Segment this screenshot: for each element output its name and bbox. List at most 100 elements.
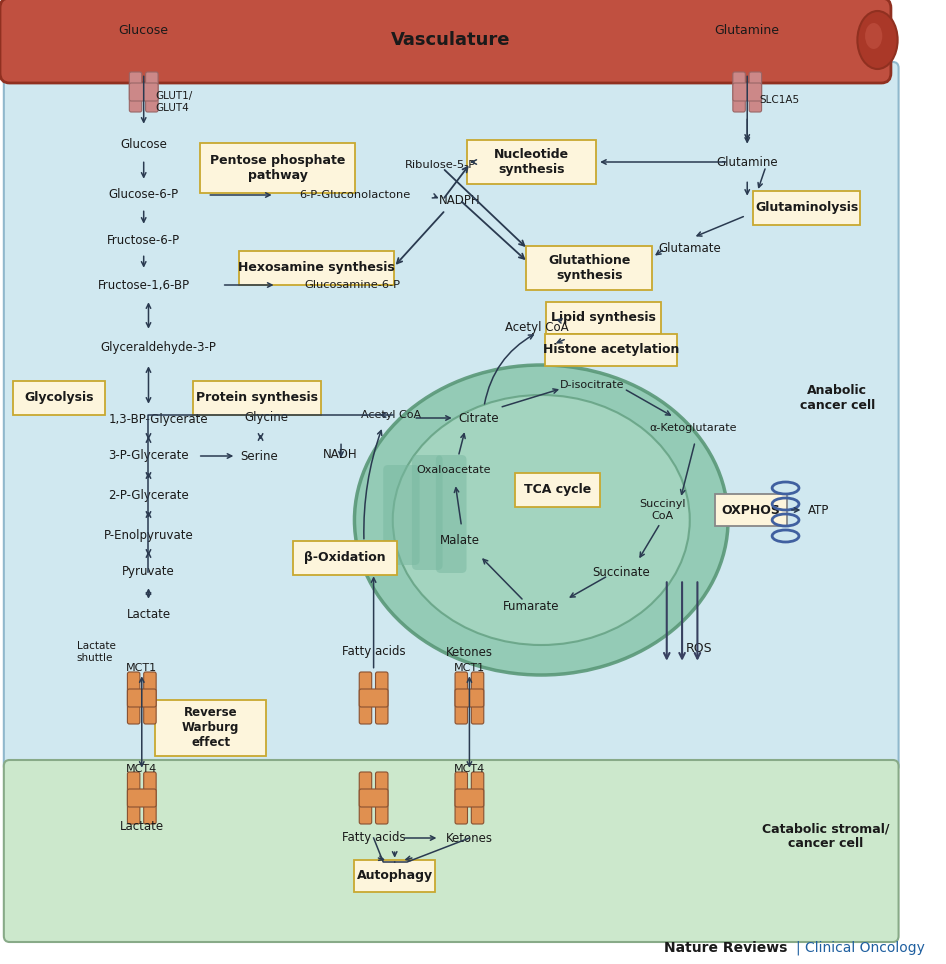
FancyBboxPatch shape [0,0,891,83]
Text: Nucleotide
synthesis: Nucleotide synthesis [494,148,569,176]
FancyBboxPatch shape [128,672,140,724]
Text: Glucose: Glucose [118,23,168,37]
Text: Glycolysis: Glycolysis [25,391,95,405]
Text: Fructose-1,6-BP: Fructose-1,6-BP [97,279,190,291]
Text: NADPH: NADPH [439,194,481,206]
FancyBboxPatch shape [471,672,483,724]
Text: Glutaminolysis: Glutaminolysis [755,201,858,215]
Text: D-isocitrate: D-isocitrate [560,380,624,390]
Text: SLC1A5: SLC1A5 [760,95,799,105]
FancyBboxPatch shape [412,455,443,570]
Text: Lipid synthesis: Lipid synthesis [552,311,656,325]
Text: ROS: ROS [686,641,712,655]
Text: α-Ketoglutarate: α-Ketoglutarate [650,423,737,433]
FancyBboxPatch shape [467,140,596,184]
FancyBboxPatch shape [155,700,267,756]
Text: Hexosamine synthesis: Hexosamine synthesis [237,261,394,275]
FancyBboxPatch shape [376,672,388,724]
Text: Ketones: Ketones [446,832,493,844]
Text: β-Oxidation: β-Oxidation [304,551,386,565]
FancyBboxPatch shape [753,191,860,225]
Text: Glucosamine-6-P: Glucosamine-6-P [305,280,400,290]
FancyBboxPatch shape [355,860,435,892]
Text: TCA cycle: TCA cycle [524,484,591,496]
FancyBboxPatch shape [546,302,661,334]
Text: Autophagy: Autophagy [357,870,432,882]
Text: Vasculature: Vasculature [391,31,510,49]
FancyBboxPatch shape [146,72,158,112]
Text: Succinyl
CoA: Succinyl CoA [639,499,686,521]
Text: Pentose phosphate
pathway: Pentose phosphate pathway [210,154,345,182]
Text: MCT4: MCT4 [454,764,485,774]
Text: Glucose: Glucose [120,139,167,151]
Text: Lactate: Lactate [127,608,170,622]
FancyBboxPatch shape [545,334,677,366]
Text: ATP: ATP [808,503,829,517]
Text: Ketones: Ketones [446,646,493,658]
Text: Ribulose-5-P: Ribulose-5-P [405,160,476,170]
FancyBboxPatch shape [130,72,142,112]
Text: Reverse
Warburg
effect: Reverse Warburg effect [182,707,239,749]
Text: MCT1: MCT1 [454,663,485,673]
Ellipse shape [865,23,883,49]
FancyBboxPatch shape [733,83,762,101]
Text: Lactate
shuttle: Lactate shuttle [77,641,115,663]
Text: Malate: Malate [440,533,480,547]
FancyBboxPatch shape [383,465,420,565]
Text: MCT4: MCT4 [126,764,157,774]
Text: Pyruvate: Pyruvate [122,566,175,578]
Text: Succinate: Succinate [592,566,650,578]
FancyBboxPatch shape [359,789,388,807]
Text: Glycine: Glycine [244,412,289,424]
Text: Protein synthesis: Protein synthesis [196,391,318,405]
FancyBboxPatch shape [128,689,156,707]
FancyBboxPatch shape [455,689,483,707]
Text: Fatty acids: Fatty acids [342,832,406,844]
Text: Glutamine: Glutamine [715,23,780,37]
FancyBboxPatch shape [130,83,158,101]
FancyBboxPatch shape [293,541,396,575]
Text: Anabolic
cancer cell: Anabolic cancer cell [799,384,875,412]
FancyBboxPatch shape [13,381,105,415]
FancyBboxPatch shape [4,760,899,942]
FancyBboxPatch shape [455,672,467,724]
Text: OXPHOS: OXPHOS [722,503,780,517]
FancyBboxPatch shape [376,772,388,824]
Text: 3-P-Glycerate: 3-P-Glycerate [108,449,189,463]
Text: GLUT1/: GLUT1/ [155,91,192,101]
Text: Histone acetylation: Histone acetylation [543,343,679,357]
FancyBboxPatch shape [128,789,156,807]
Text: MCT1: MCT1 [126,663,157,673]
Text: Lactate: Lactate [120,819,164,833]
Text: Acetyl CoA: Acetyl CoA [360,410,421,420]
FancyBboxPatch shape [4,62,899,772]
Text: NADH: NADH [323,448,358,462]
Text: Fatty acids: Fatty acids [342,646,406,658]
FancyBboxPatch shape [359,689,388,707]
FancyBboxPatch shape [128,772,140,824]
FancyBboxPatch shape [733,72,745,112]
Text: Serine: Serine [239,449,277,463]
FancyBboxPatch shape [455,772,467,824]
FancyBboxPatch shape [144,772,156,824]
FancyBboxPatch shape [455,789,483,807]
Text: Glyceraldehyde-3-P: Glyceraldehyde-3-P [100,341,216,355]
FancyBboxPatch shape [516,473,600,507]
FancyBboxPatch shape [193,381,321,415]
Ellipse shape [857,11,898,69]
Text: | Clinical Oncology: | Clinical Oncology [797,941,925,955]
FancyBboxPatch shape [714,494,787,526]
FancyBboxPatch shape [471,772,483,824]
Text: Oxaloacetate: Oxaloacetate [417,465,491,475]
FancyBboxPatch shape [436,455,466,573]
FancyBboxPatch shape [238,251,394,285]
Text: Glutathione
synthesis: Glutathione synthesis [548,254,630,282]
Text: Citrate: Citrate [459,412,499,424]
Text: GLUT4: GLUT4 [155,103,189,113]
FancyBboxPatch shape [359,672,372,724]
FancyBboxPatch shape [144,672,156,724]
Text: Glutamine: Glutamine [716,155,778,169]
Ellipse shape [393,395,690,645]
Text: Catabolic stromal/
cancer cell: Catabolic stromal/ cancer cell [762,822,889,850]
FancyBboxPatch shape [526,246,653,290]
